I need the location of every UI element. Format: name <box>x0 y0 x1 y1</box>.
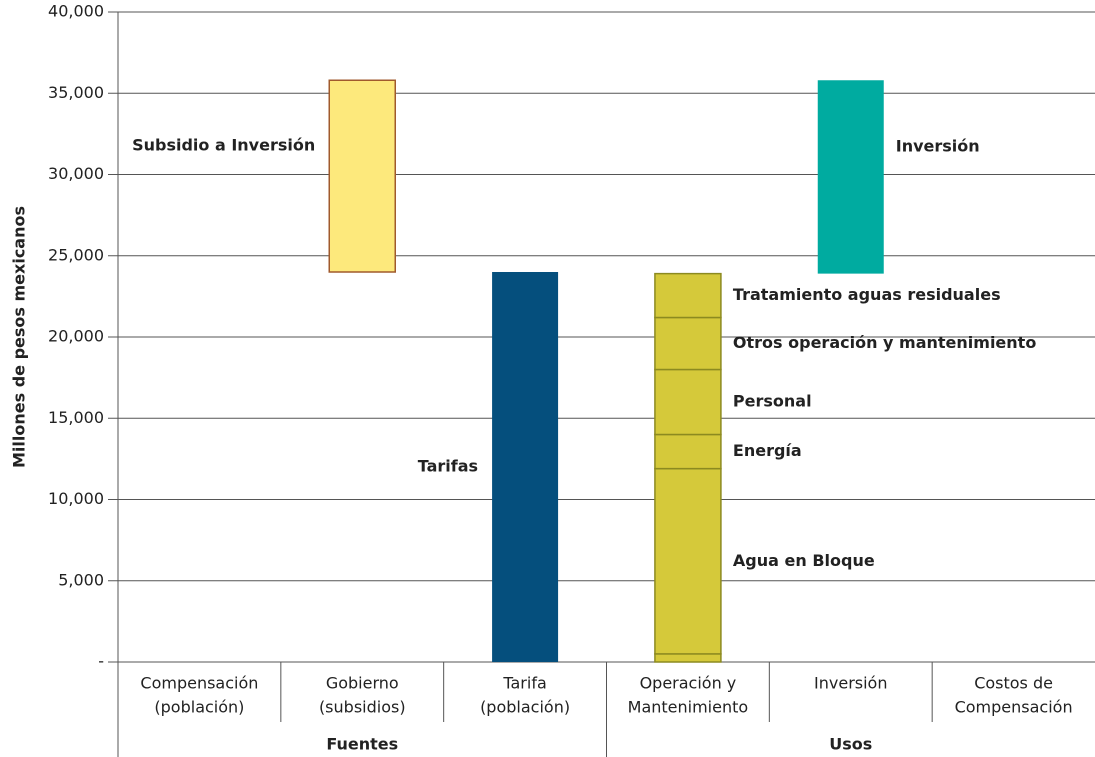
y-tick-label: 10,000 <box>48 489 104 508</box>
bar-label: Personal <box>733 392 812 411</box>
x-tick-label: Tarifa <box>502 674 546 693</box>
bar-label: Subsidio a Inversión <box>132 136 315 155</box>
group-label: Fuentes <box>326 735 398 754</box>
group-label: Usos <box>829 735 872 754</box>
x-tick-label: Compensación <box>140 674 258 693</box>
bar-segment <box>654 368 722 436</box>
x-tick-label: Inversión <box>814 674 887 693</box>
bar-label: Agua en Bloque <box>733 551 875 570</box>
bar-segment <box>492 272 559 662</box>
x-tick-label: (subsidios) <box>319 698 406 717</box>
bar-segment <box>654 272 722 319</box>
y-tick-label: 40,000 <box>48 2 104 21</box>
bar-segment <box>328 79 396 273</box>
x-tick-label: Costos de <box>974 674 1053 693</box>
y-axis-label: Millones de pesos mexicanos <box>10 206 29 468</box>
x-tick-label: Mantenimiento <box>628 698 749 717</box>
bar-segment <box>654 316 722 371</box>
x-tick-label: Compensación <box>955 698 1073 717</box>
x-tick-label: (población) <box>480 698 570 717</box>
bar-segment <box>654 467 722 655</box>
y-tick-label: 30,000 <box>48 164 104 183</box>
y-tick-label: - <box>98 652 104 671</box>
y-tick-label: 20,000 <box>48 327 104 346</box>
x-tick-label: Gobierno <box>326 674 399 693</box>
y-tick-label: 5,000 <box>58 570 104 589</box>
bar-segment <box>654 433 722 470</box>
y-tick-label: 25,000 <box>48 245 104 264</box>
bar-label: Energía <box>733 441 802 460</box>
x-tick-label: Operación y <box>640 674 737 693</box>
bar-segment <box>654 653 722 663</box>
x-tick-label: (población) <box>154 698 244 717</box>
bar-segment <box>817 80 884 274</box>
bar-label: Otros operación y mantenimiento <box>733 333 1036 352</box>
bar-label: Inversión <box>896 136 980 155</box>
bar-label: Tratamiento aguas residuales <box>733 285 1001 304</box>
y-tick-label: 15,000 <box>48 408 104 427</box>
bar-label: Tarifas <box>418 457 478 476</box>
y-tick-label: 35,000 <box>48 83 104 102</box>
